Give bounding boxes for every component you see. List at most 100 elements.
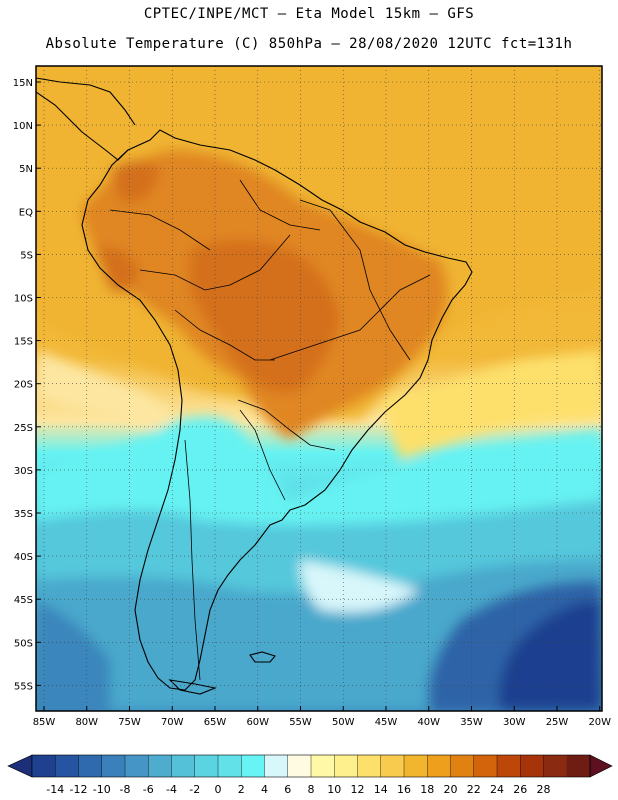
- lon-tick-label: 25W: [546, 717, 569, 728]
- lon-tick-label: 35W: [460, 717, 483, 728]
- colorbar-label: 20: [444, 783, 458, 796]
- colorbar-swatch: [287, 755, 312, 777]
- border-venezuela: [239, 179, 321, 231]
- colorbar-swatch: [473, 755, 498, 777]
- colorbar-label: -12: [70, 783, 88, 796]
- lat-tick-label: 20S: [14, 380, 33, 391]
- colorbar-label: 6: [284, 783, 291, 796]
- lat-tick-label: 5N: [19, 164, 33, 175]
- temperature-field: [36, 66, 602, 711]
- lon-tick-label: 45W: [375, 717, 398, 728]
- border-brazil-uruguay: [237, 399, 336, 451]
- pale-strip-south: [300, 560, 420, 613]
- colorbar-label: 16: [397, 783, 411, 796]
- colorbar-label: 14: [374, 783, 388, 796]
- colorbar-swatch: [520, 755, 544, 777]
- colorbar-label: -8: [120, 783, 131, 796]
- cold-zone-west: [36, 600, 110, 711]
- lat-tick-label: 40S: [14, 552, 33, 563]
- lon-tick-label: 75W: [118, 717, 141, 728]
- country-borders: [109, 179, 431, 681]
- lon-tick-label: 20W: [588, 717, 611, 728]
- border-colombia-peru: [109, 209, 211, 251]
- colorbar: -14 -12 -10 -8 -6 -4 -2 0 2 4 6 8 10 12 14 16 18 20 22 24 26…: [7, 754, 613, 796]
- colorbar-swatch: [241, 755, 265, 777]
- longitude-axis: 85W 80W 75W 70W 65W 60W 55W 50W 45W 40W 35W 30W 25W 2…: [33, 706, 611, 728]
- colorbar-swatch: [404, 755, 428, 777]
- colorbar-swatch: [55, 755, 79, 777]
- lat-tick-label: 5S: [20, 250, 33, 261]
- colorbar-label: -6: [143, 783, 154, 796]
- colorbar-label: -14: [46, 783, 64, 796]
- map-frame: [35, 65, 603, 712]
- lon-tick-label: 30W: [503, 717, 526, 728]
- colorbar-swatch: [32, 755, 56, 777]
- central-america-coastline: [36, 91, 129, 161]
- lon-tick-label: 70W: [161, 717, 184, 728]
- colorbar-label: 28: [537, 783, 551, 796]
- very-hot-north: [110, 160, 160, 202]
- colorbar-low-arrow: [7, 754, 33, 778]
- colorbar-swatch: [148, 755, 172, 777]
- colorbar-swatch: [357, 755, 382, 777]
- colorbar-label: 22: [467, 783, 481, 796]
- lon-tick-label: 60W: [246, 717, 269, 728]
- colorbar-label: -2: [189, 783, 200, 796]
- border-north-brazil: [299, 199, 411, 361]
- colorbar-high-arrow: [589, 754, 613, 778]
- colorbar-swatch: [78, 755, 103, 777]
- falklands-outline: [249, 651, 276, 663]
- colorbar-label: -4: [166, 783, 177, 796]
- lon-tick-label: 85W: [33, 717, 56, 728]
- lat-tick-label: 55S: [14, 681, 33, 692]
- deep-cold-core: [499, 600, 602, 711]
- lat-tick-label: EQ: [19, 207, 33, 218]
- lat-tick-label: 30S: [14, 466, 33, 477]
- map-subtitle: Absolute Temperature (C) 850hPa – 28/08/…: [45, 36, 573, 52]
- lon-tick-label: 40W: [417, 717, 440, 728]
- south-america-coastline: [81, 129, 473, 691]
- lon-tick-label: 50W: [332, 717, 355, 728]
- lat-tick-label: 35S: [14, 509, 33, 520]
- colorbar-label: 18: [420, 783, 434, 796]
- colorbar-label: -10: [93, 783, 111, 796]
- lat-tick-label: 25S: [14, 423, 33, 434]
- colorbar-swatch: [101, 755, 126, 777]
- colorbar-swatch: [543, 755, 568, 777]
- colorbar-swatch: [264, 755, 289, 777]
- colorbar-swatch: [566, 755, 591, 777]
- lat-tick-label: 10S: [14, 294, 33, 305]
- very-hot-west: [95, 247, 140, 293]
- lon-tick-label: 65W: [204, 717, 227, 728]
- tierra-del-fuego-outline: [168, 679, 217, 695]
- border-peru-bolivia: [139, 234, 291, 291]
- lat-tick-label: 15N: [13, 78, 33, 89]
- latitude-axis: 15N 10N 5N EQ 5S 10S 15S 20S 25S 30S 35S 40S 45S 50S 5…: [13, 78, 41, 692]
- colorbar-swatch: [194, 755, 219, 777]
- colorbar-swatch: [171, 755, 196, 777]
- very-hot-core: [190, 240, 340, 393]
- lat-tick-label: 45S: [14, 595, 33, 606]
- border-argentina-uruguay: [239, 409, 286, 501]
- colorbar-swatch: [450, 755, 475, 777]
- border-argentina-chile: [184, 439, 201, 681]
- lat-tick-label: 50S: [14, 638, 33, 649]
- map-title: CPTEC/INPE/MCT – Eta Model 15km – GFS: [143, 6, 475, 22]
- colorbar-swatch: [380, 755, 405, 777]
- colorbar-label: 26: [513, 783, 527, 796]
- colorbar-swatch: [311, 755, 335, 777]
- colorbar-label: 12: [351, 783, 365, 796]
- colorbar-swatch: [334, 755, 358, 777]
- colorbar-label: 4: [261, 783, 268, 796]
- lon-tick-label: 55W: [289, 717, 312, 728]
- border-bolivia-brazil: [174, 309, 275, 361]
- lat-tick-label: 15S: [14, 337, 33, 348]
- colorbar-label: 10: [327, 783, 341, 796]
- colorbar-swatch: [218, 755, 242, 777]
- colorbar-swatch: [125, 755, 149, 777]
- colorbar-label: 8: [308, 783, 315, 796]
- lat-tick-label: 10N: [13, 121, 33, 132]
- colorbar-label: 2: [238, 783, 245, 796]
- coastlines: [36, 77, 473, 695]
